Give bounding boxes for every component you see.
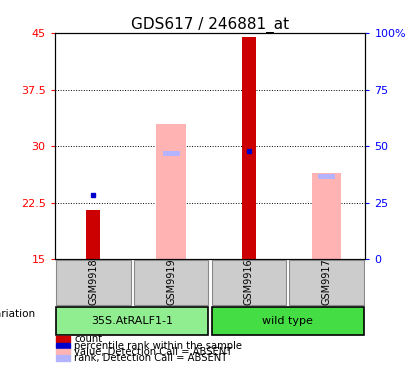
Bar [56,336,70,342]
Bar [87,210,100,259]
Bar [56,349,70,354]
Bar [156,124,186,259]
Text: rank, Detection Call = ABSENT: rank, Detection Call = ABSENT [74,353,227,363]
Bar [242,37,256,259]
Text: wild type: wild type [262,315,313,326]
FancyBboxPatch shape [212,307,364,335]
Text: GSM9918: GSM9918 [89,259,98,305]
Text: genotype/variation: genotype/variation [0,310,35,320]
Text: count: count [74,335,102,344]
FancyBboxPatch shape [56,261,131,305]
Bar [56,343,70,348]
Text: GSM9917: GSM9917 [322,259,331,305]
Text: value, Detection Call = ABSENT: value, Detection Call = ABSENT [74,347,232,357]
Title: GDS617 / 246881_at: GDS617 / 246881_at [131,17,289,33]
Text: GSM9919: GSM9919 [166,259,176,305]
FancyBboxPatch shape [289,261,364,305]
Bar [163,151,180,156]
FancyBboxPatch shape [212,261,286,305]
FancyBboxPatch shape [134,261,208,305]
Text: percentile rank within the sample: percentile rank within the sample [74,341,242,351]
Bar [312,173,341,259]
Text: GSM9916: GSM9916 [244,259,254,305]
Bar [56,355,70,361]
FancyBboxPatch shape [56,307,208,335]
Text: 35S.AtRALF1-1: 35S.AtRALF1-1 [91,315,173,326]
Bar [318,174,335,179]
